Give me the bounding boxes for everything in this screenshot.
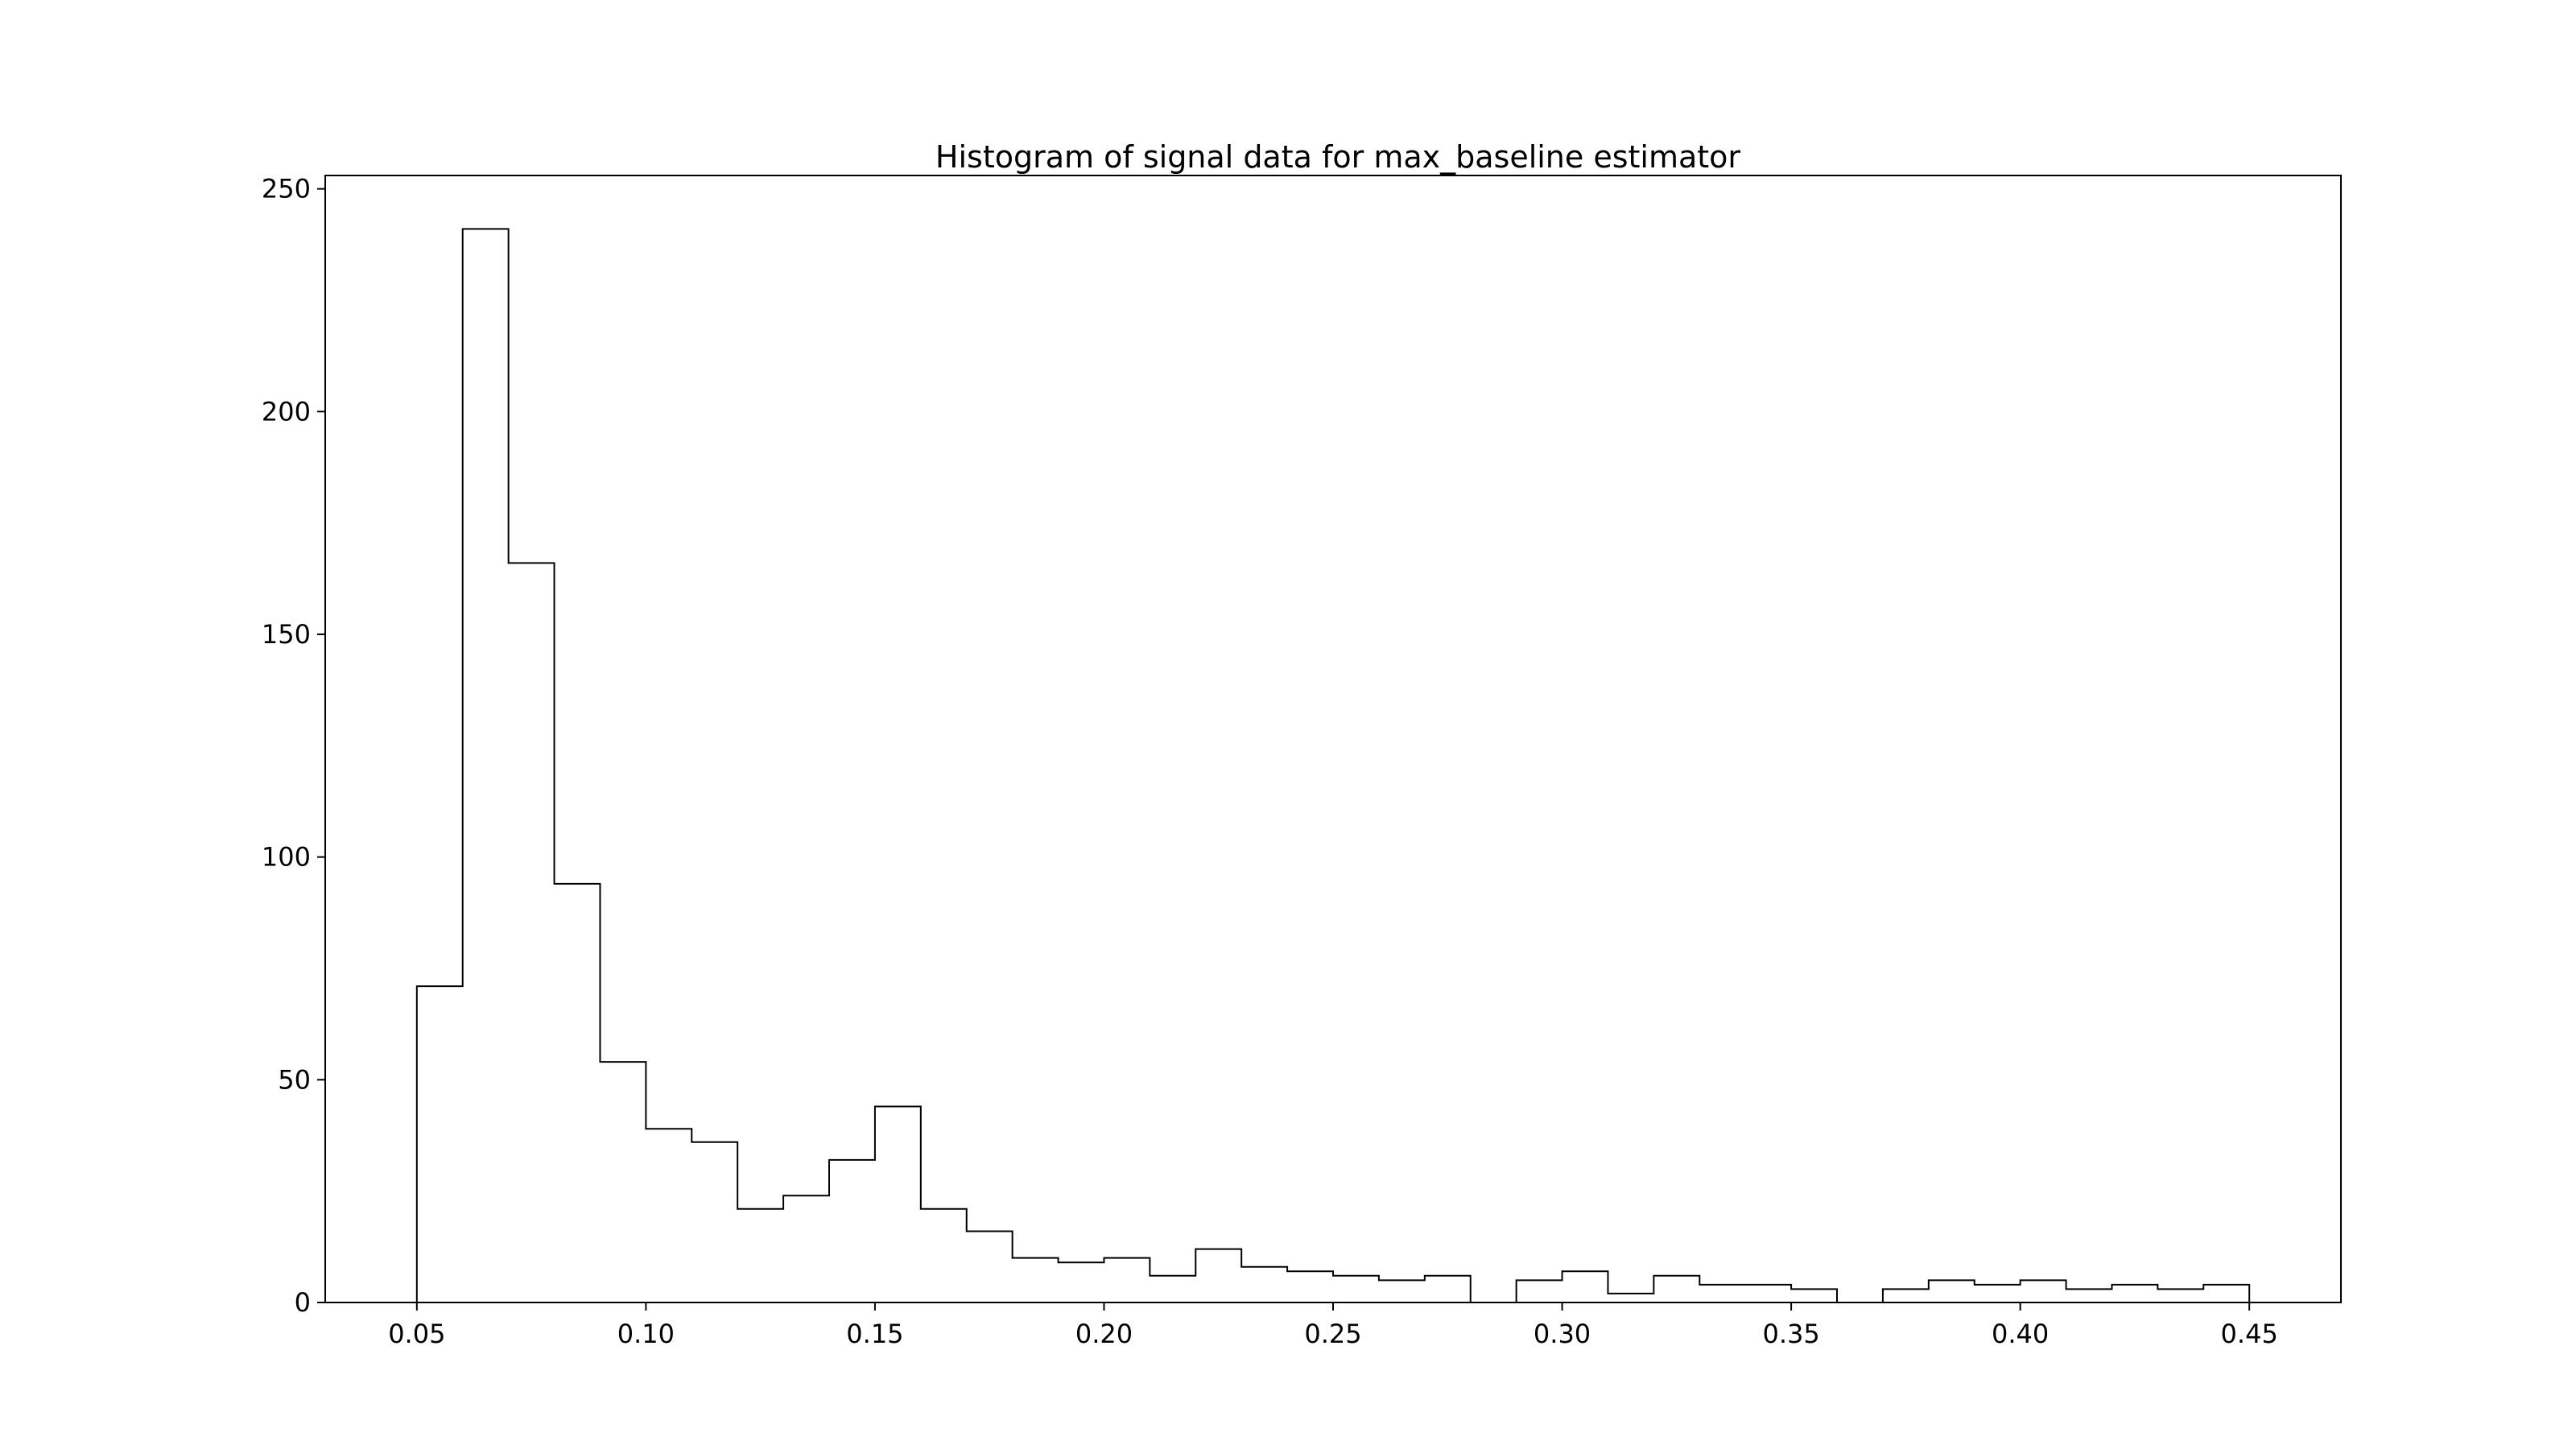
y-tick-label: 150 [262,619,311,650]
y-tick-label: 100 [262,842,311,873]
x-axis: 0.05 0.10 0.15 0.20 0.25 0.30 0.35 0.40 0.45 [388,1302,2278,1349]
y-tick-label: 50 [278,1064,311,1095]
x-tick-label: 0.20 [1075,1319,1133,1349]
y-tick-label: 200 [262,396,311,427]
y-axis: 0 50 100 150 200 250 [262,174,325,1318]
x-tick-label: 0.25 [1304,1319,1361,1349]
x-tick-label: 0.40 [1992,1319,2049,1349]
x-tick-label: 0.35 [1762,1319,1819,1349]
x-tick-label: 0.45 [2221,1319,2278,1349]
x-tick-label: 0.15 [846,1319,903,1349]
x-tick-label: 0.10 [617,1319,675,1349]
x-tick-label: 0.05 [388,1319,445,1349]
x-tick-label: 0.30 [1534,1319,1591,1349]
y-tick-label: 0 [295,1287,311,1318]
chart-title: Histogram of signal data for max_baselin… [935,139,1741,175]
histogram-step-line [415,228,2251,1303]
y-tick-label: 250 [262,174,311,204]
plot-area-frame [324,175,2342,1303]
